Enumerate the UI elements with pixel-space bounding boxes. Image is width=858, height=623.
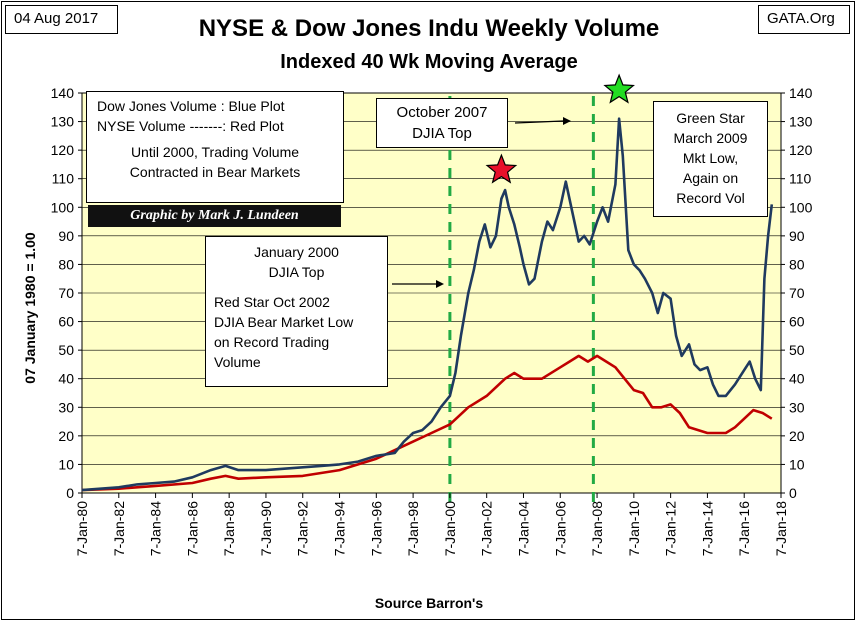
x-tick-label: 7-Jan-84 — [148, 501, 164, 556]
vertical-markers — [448, 96, 595, 503]
x-tick-label: 7-Jan-92 — [295, 501, 311, 556]
x-tick-label: 7-Jan-06 — [552, 501, 568, 556]
greenstar-line4: Again on — [682, 170, 739, 186]
y-tick-label: 130 — [51, 114, 75, 130]
note-line1: Until 2000, Trading Volume — [130, 144, 300, 160]
y-tick-label: 30 — [789, 399, 805, 415]
nyse-volume-line — [81, 354, 773, 492]
x-tick-label: 7-Jan-82 — [111, 501, 127, 556]
y-tick-label: 100 — [789, 199, 813, 215]
y-axis-left: 0 10 20 30 40 50 60 70 80 90 100 110 120 130 140 — [51, 85, 82, 501]
greenstar-line3: Mkt Low, — [682, 150, 739, 166]
jan2000-line2: DJIA Top — [268, 264, 325, 280]
y-tick-label: 80 — [58, 256, 74, 272]
x-axis-label: Source Barron's — [374, 595, 484, 611]
x-axis: 7-Jan-80 7-Jan-82 7-Jan-84 7-Jan-86 7-Jan-88… — [74, 493, 789, 556]
note-line2: Contracted in Bear Markets — [129, 164, 301, 180]
y-tick-label: 60 — [58, 314, 74, 330]
y-tick-label: 30 — [58, 399, 74, 415]
x-tick-label: 7-Jan-86 — [184, 501, 200, 556]
dow-volume-line — [81, 117, 774, 492]
redstar-line3: on Record Trading — [214, 334, 330, 350]
greenstar-line2: March 2009 — [673, 130, 748, 146]
y-tick-label: 130 — [789, 114, 813, 130]
x-tick-label: 7-Jan-16 — [736, 501, 752, 556]
x-tick-label: 7-Jan-08 — [589, 501, 605, 556]
y-tick-label: 90 — [789, 228, 805, 244]
x-tick-label: 7-Jan-90 — [258, 501, 274, 556]
x-tick-label: 7-Jan-96 — [368, 501, 384, 556]
x-tick-label: 7-Jan-10 — [626, 501, 642, 556]
y-tick-label: 50 — [789, 342, 805, 358]
jan2000-callout: January 2000 DJIA Top Red Star Oct 2002 … — [205, 236, 388, 387]
y-tick-label: 60 — [789, 314, 805, 330]
y-tick-label: 40 — [58, 371, 74, 387]
red-star-icon — [485, 153, 518, 184]
y-tick-label: 20 — [789, 428, 805, 444]
y-tick-label: 90 — [58, 228, 74, 244]
y-tick-label: 20 — [58, 428, 74, 444]
oct2007-line1: October 2007 — [396, 104, 488, 121]
redstar-line2: DJIA Bear Market Low — [214, 314, 354, 330]
y-tick-label: 0 — [66, 485, 74, 501]
x-tick-label: 7-Jan-00 — [442, 501, 458, 556]
chart-title: NYSE & Dow Jones Indu Weekly Volume — [198, 15, 660, 42]
x-tick-label: 7-Jan-18 — [773, 501, 789, 556]
redstar-line4: Volume — [214, 354, 261, 370]
star-markers — [485, 73, 635, 184]
y-tick-label: 70 — [58, 285, 74, 301]
y-tick-label: 80 — [789, 256, 805, 272]
x-tick-label: 7-Jan-80 — [74, 501, 90, 556]
date-label: 04 Aug 2017 — [5, 5, 118, 34]
credit-banner: Graphic by Mark J. Lundeen — [88, 205, 341, 227]
oct2007-callout: October 2007 DJIA Top — [376, 98, 508, 148]
oct2007-line2: DJIA Top — [412, 125, 472, 142]
jan2000-line1: January 2000 — [254, 244, 339, 260]
x-tick-label: 7-Jan-98 — [405, 501, 421, 556]
y-tick-label: 70 — [789, 285, 805, 301]
chart-subtitle: Indexed 40 Wk Moving Average — [280, 51, 578, 73]
y-tick-label: 10 — [58, 456, 74, 472]
y-tick-label: 10 — [789, 456, 805, 472]
arrow-jan2000-head — [436, 280, 444, 288]
y-tick-label: 40 — [789, 371, 805, 387]
legend-dow: Dow Jones Volume : Blue Plot — [97, 98, 285, 114]
y-tick-label: 110 — [52, 171, 75, 187]
x-tick-label: 7-Jan-14 — [699, 501, 715, 556]
arrow-oct2007 — [514, 120, 564, 124]
y-tick-label: 140 — [51, 85, 75, 101]
y-tick-label: 140 — [789, 85, 813, 101]
green-star-icon — [603, 73, 635, 104]
legend-nyse: NYSE Volume -------: Red Plot — [97, 118, 284, 134]
annotation-arrows — [392, 117, 571, 288]
legend-box: Dow Jones Volume : Blue Plot NYSE Volume… — [86, 91, 344, 203]
y-tick-label: 110 — [789, 171, 812, 187]
y-tick-label: 120 — [51, 142, 75, 158]
y-axis-right: 0 10 20 30 40 50 60 70 80 90 100 110 120 130 140 — [781, 85, 813, 501]
x-tick-label: 7-Jan-12 — [663, 501, 679, 556]
y-tick-label: 50 — [58, 342, 74, 358]
y-axis-label: 07 January 1980 = 1.00 — [22, 232, 38, 384]
x-tick-label: 7-Jan-04 — [515, 501, 531, 556]
greenstar-callout: Green Star March 2009 Mkt Low, Again on … — [653, 101, 768, 217]
greenstar-line1: Green Star — [676, 110, 745, 126]
greenstar-line5: Record Vol — [676, 190, 745, 206]
y-tick-label: 100 — [51, 199, 75, 215]
source-tag: GATA.Org — [758, 5, 850, 34]
x-tick-label: 7-Jan-88 — [221, 501, 237, 556]
x-tick-label: 7-Jan-94 — [332, 501, 348, 556]
y-tick-label: 120 — [789, 142, 813, 158]
x-tick-label: 7-Jan-02 — [479, 501, 495, 556]
series-layer — [81, 117, 774, 492]
arrow-oct2007-head — [563, 117, 571, 125]
y-tick-label: 0 — [789, 485, 797, 501]
redstar-line1: Red Star Oct 2002 — [214, 294, 330, 310]
